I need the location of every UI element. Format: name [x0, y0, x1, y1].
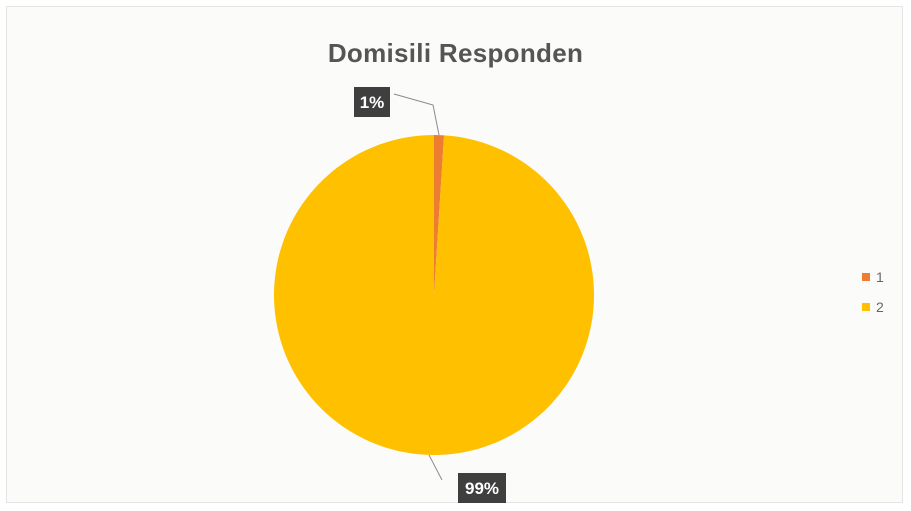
legend-label-2: 2: [876, 299, 884, 315]
legend-item-1: 1: [862, 262, 884, 292]
pie-slice-2: [273, 135, 594, 455]
data-label-2: 99%: [465, 479, 499, 498]
data-label-box-2: [458, 473, 506, 503]
leader-line-1: [393, 93, 440, 136]
leader-lines: [393, 93, 443, 481]
legend-swatch-2: [862, 303, 870, 311]
data-labels: 1% 99%: [354, 87, 506, 503]
data-label-box-1: [354, 87, 390, 117]
legend: 1 2: [862, 262, 884, 322]
pie-slices: [273, 135, 594, 455]
chart-title: Domisili Responden: [327, 38, 584, 68]
legend-swatch-1: [862, 273, 870, 281]
leader-line-2: [428, 454, 443, 481]
pie-slice-1: [434, 135, 445, 295]
legend-label-1: 1: [876, 269, 884, 285]
data-label-1: 1%: [360, 93, 385, 112]
legend-item-2: 2: [862, 292, 884, 322]
